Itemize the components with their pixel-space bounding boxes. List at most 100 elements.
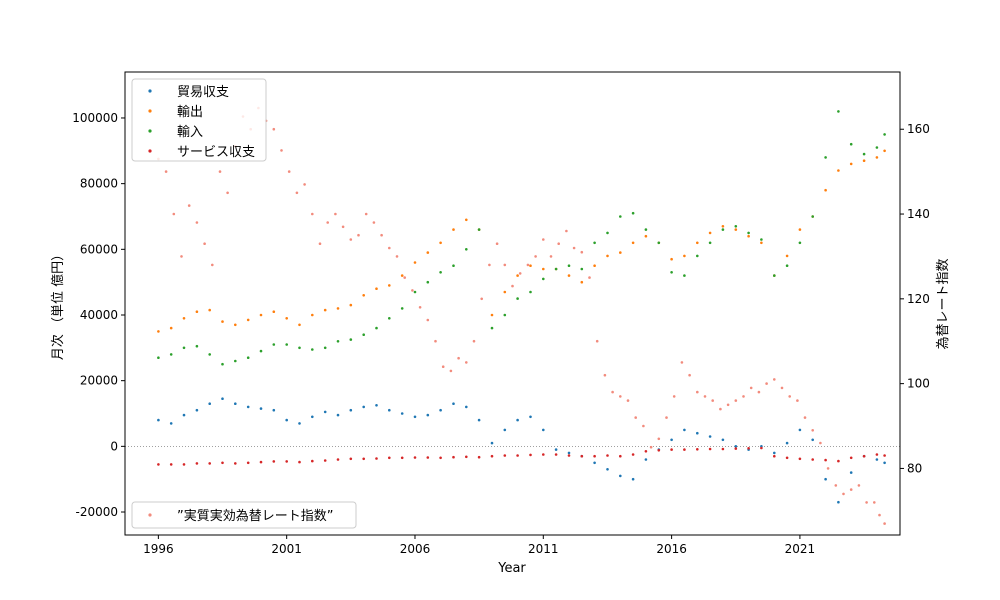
data-point <box>811 215 814 218</box>
data-point <box>593 461 596 465</box>
data-point <box>606 468 609 471</box>
y-left-tick-label: -20000 <box>75 505 118 519</box>
data-point <box>683 274 686 277</box>
data-point <box>362 457 366 461</box>
data-point <box>554 453 558 456</box>
data-point <box>696 448 699 451</box>
data-point <box>803 416 807 419</box>
data-point <box>182 317 186 320</box>
y-right-tick-label: 100 <box>907 377 930 391</box>
data-point <box>477 418 481 422</box>
legend-label-exports: 輸出 <box>177 105 203 120</box>
data-point <box>734 225 738 228</box>
data-point <box>400 274 404 277</box>
data-point <box>773 451 776 455</box>
data-point <box>696 241 699 245</box>
plot-frame <box>124 71 901 536</box>
data-point <box>708 435 712 438</box>
data-point <box>862 152 866 156</box>
data-point <box>234 402 237 406</box>
data-point <box>580 267 584 271</box>
data-point <box>549 255 553 258</box>
data-point <box>490 441 494 445</box>
data-point <box>439 241 442 245</box>
series-1 <box>157 149 886 333</box>
data-point <box>490 313 494 317</box>
data-point <box>862 159 866 162</box>
data-point <box>208 462 211 465</box>
data-point <box>298 346 301 350</box>
data-point <box>619 474 622 478</box>
data-point <box>657 241 661 245</box>
legend-lower: ”実質実効為替レート指数” <box>131 501 357 529</box>
y-right-tick-label: 140 <box>907 207 930 221</box>
data-point <box>542 238 545 241</box>
y-left-tick-label: 20000 <box>80 374 118 388</box>
data-point <box>619 215 622 218</box>
data-point <box>773 454 776 458</box>
data-point <box>375 287 378 291</box>
data-point <box>644 450 648 453</box>
data-point <box>234 462 237 465</box>
data-point <box>683 448 686 451</box>
data-point <box>341 225 345 229</box>
data-point <box>221 362 224 366</box>
data-point <box>426 456 430 459</box>
series-4 <box>157 106 886 525</box>
data-point <box>169 353 173 356</box>
series-2 <box>157 110 886 366</box>
data-point <box>298 323 301 327</box>
data-point <box>364 212 368 216</box>
x-tick-label: 2016 <box>656 542 687 556</box>
data-point <box>824 477 827 481</box>
data-point <box>773 378 776 381</box>
data-point <box>452 402 455 406</box>
data-point <box>572 246 576 250</box>
data-point <box>246 318 250 322</box>
data-point <box>503 428 507 432</box>
data-point <box>182 346 186 350</box>
data-point <box>259 349 263 353</box>
data-point <box>234 359 237 363</box>
data-point <box>452 455 455 459</box>
data-point <box>529 264 532 268</box>
data-point <box>875 156 879 159</box>
data-point <box>747 231 750 235</box>
data-point <box>400 456 404 460</box>
data-point <box>567 451 571 455</box>
data-point <box>480 297 484 301</box>
data-point <box>208 353 211 356</box>
data-point <box>785 456 789 460</box>
data-point <box>788 395 791 398</box>
data-point <box>837 459 840 463</box>
data-point <box>708 447 712 451</box>
data-point <box>395 255 399 258</box>
data-point <box>593 241 596 245</box>
data-point <box>349 338 353 341</box>
data-point <box>311 212 314 216</box>
data-point <box>226 191 229 195</box>
data-point <box>357 233 360 237</box>
data-point <box>557 242 560 245</box>
legend-label-trade-balance: 貿易収支 <box>177 85 229 100</box>
data-point <box>490 454 494 458</box>
data-point <box>426 280 430 284</box>
legend-marker-services-balance <box>148 149 152 153</box>
y-axis-right: 80 100 120 140 160 <box>900 122 930 475</box>
data-point <box>221 320 224 323</box>
data-point <box>336 340 340 343</box>
data-point <box>631 453 635 456</box>
data-point <box>696 390 699 394</box>
data-point <box>634 416 637 419</box>
data-point <box>203 242 206 245</box>
data-point <box>849 488 853 491</box>
legend-marker-trade-balance <box>148 89 152 93</box>
data-point <box>272 408 276 412</box>
data-point <box>721 225 725 228</box>
data-point <box>542 453 545 456</box>
data-point <box>164 170 168 173</box>
data-point <box>780 386 784 390</box>
data-point <box>516 454 519 457</box>
data-point <box>785 441 789 445</box>
